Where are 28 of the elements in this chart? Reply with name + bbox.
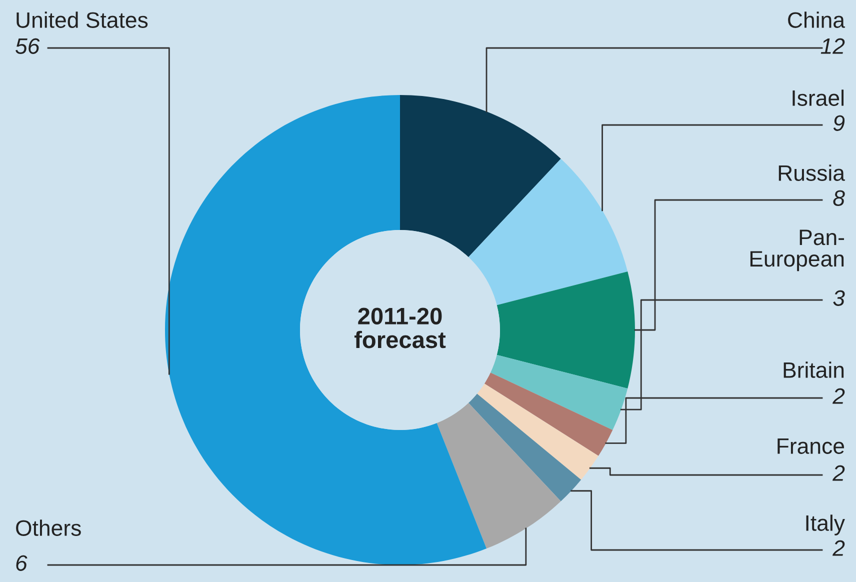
data-label: 6 (16, 555, 28, 571)
donut-slice (484, 372, 613, 456)
donut-slice (165, 95, 487, 565)
data-label: 2 (832, 540, 845, 556)
text: 2011-20 forecast (354, 308, 446, 348)
slice-label: United States (16, 12, 148, 28)
data-label: 2 (832, 465, 845, 481)
slice-label: Israel (792, 90, 844, 106)
slice-label: Russia (778, 164, 845, 181)
donut-slice (477, 384, 598, 480)
slice-label: Britain (784, 362, 844, 378)
slice-label: Italy (806, 514, 845, 536)
donut-slice (400, 95, 561, 258)
data-label: 12 (820, 38, 845, 54)
slice-label: France (778, 438, 844, 454)
data-label: 3 (833, 290, 845, 306)
slice-label: China (788, 12, 845, 28)
slice-label: Others (16, 520, 81, 536)
data-label: 2 (832, 388, 845, 404)
donut-slice (490, 354, 628, 430)
donut-slice (468, 394, 582, 502)
donut-slice (436, 402, 561, 548)
donut-slice (496, 272, 635, 388)
donut-slice (468, 158, 628, 306)
data-label: 8 (833, 190, 845, 206)
data-label: 9 (833, 115, 845, 131)
data-label: 56 (16, 38, 40, 54)
slice-label: Pan- European (750, 230, 844, 272)
